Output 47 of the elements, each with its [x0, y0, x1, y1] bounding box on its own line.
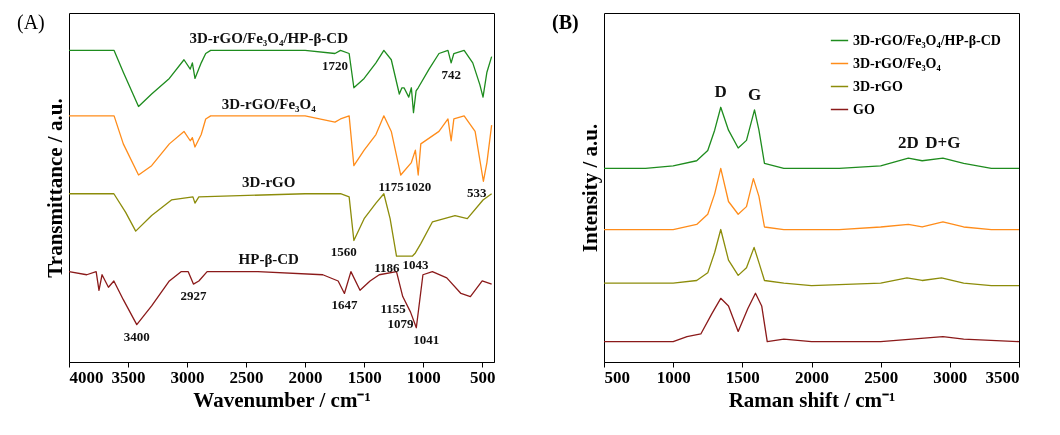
x-tick-label: 1500 [347, 367, 382, 387]
annotation: D+G [925, 133, 961, 153]
x-tick-label: 500 [469, 367, 496, 387]
legend-label: GO [853, 101, 875, 117]
annotation: 1079 [387, 316, 415, 332]
x-axis-title: Wavenumber / cm⁻¹ [193, 387, 371, 412]
x-tick-label: 1000 [656, 367, 691, 387]
series-label: 3D-rGO/Fe₃O₄ [221, 95, 317, 112]
x-tick-label: 1000 [406, 367, 441, 387]
x-tick-label: 3500 [985, 367, 1020, 387]
annotation: 1155 [380, 300, 407, 316]
x-axis-title: Raman shift / cm⁻¹ [728, 387, 896, 412]
series-label: HP-β-CD [238, 251, 300, 268]
text: (B) [552, 11, 579, 34]
annotation: 533 [466, 185, 487, 201]
annotation: 1043 [402, 256, 429, 272]
annotation: 1175 [378, 179, 405, 195]
annotation: 1186 [374, 260, 400, 276]
x-tick-label: 3000 [170, 367, 205, 387]
y-axis-title: Transmittance / a.u. [42, 98, 67, 278]
annotation: 1647 [331, 297, 358, 313]
annotation: 1041 [413, 331, 440, 347]
annotation: 1560 [330, 244, 357, 260]
x-tick-label: 2000 [288, 367, 323, 387]
x-tick-label: 500 [604, 367, 630, 387]
annotation: 742 [441, 66, 461, 82]
annotation: 1720 [321, 57, 348, 73]
x-tick-label: 2000 [795, 367, 829, 387]
annotation: 2D [897, 133, 919, 153]
annotation: 1020 [405, 179, 432, 195]
x-tick-label: 2500 [229, 367, 264, 387]
annotation: D [714, 82, 727, 102]
x-tick-label: 3500 [111, 367, 146, 387]
text: (A) [17, 11, 45, 34]
legend-label: 3D-rGO/Fe₃O₄ [853, 55, 942, 71]
x-tick-label: 1500 [725, 367, 760, 387]
annotation: 2927 [180, 288, 207, 304]
series-label: 3D-rGO [242, 173, 296, 190]
x-tick-label: 2500 [864, 367, 899, 387]
annotation: G [747, 84, 762, 104]
y-axis-title: Intensity / a.u. [577, 123, 602, 253]
x-tick-label: 4000 [69, 367, 104, 387]
x-tick-label: 3000 [933, 367, 968, 387]
legend-label: 3D-rGO [853, 78, 903, 94]
series-label: 3D-rGO/Fe₃O₄/HP-β-CD [189, 30, 349, 47]
annotation: 3400 [123, 328, 150, 344]
legend-label: 3D-rGO/Fe₃O₄/HP-β-CD [853, 32, 1001, 48]
